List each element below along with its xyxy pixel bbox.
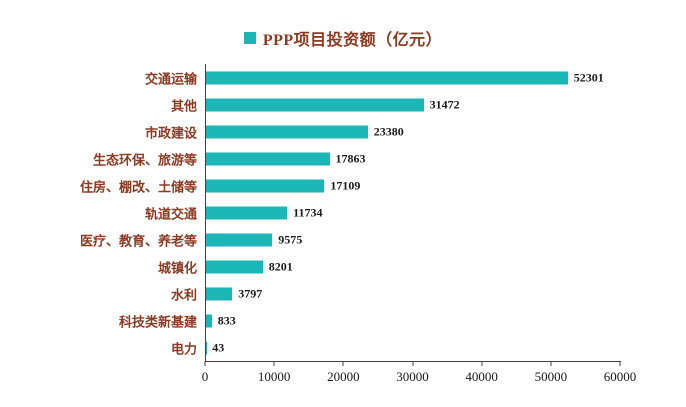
plot-area: 交通运输 52301 其他 31472 市政建设 23380 生态环保、旅游等 17863 住房… bbox=[80, 64, 621, 362]
value-label: 8201 bbox=[268, 259, 293, 273]
x-axis-tick bbox=[342, 361, 344, 366]
x-axis-tick bbox=[550, 361, 552, 366]
x-axis-tick bbox=[204, 361, 206, 366]
bar bbox=[206, 152, 330, 165]
category-label: 市政建设 bbox=[144, 125, 197, 140]
bar-row: 住房、棚改、土储等 17109 bbox=[80, 172, 621, 199]
category-label: 城镇化 bbox=[157, 260, 197, 275]
category-label: 交通运输 bbox=[144, 71, 197, 86]
x-axis-tick bbox=[412, 361, 413, 366]
bar bbox=[206, 233, 273, 246]
bar bbox=[206, 179, 325, 192]
bar-row: 水利 3797 bbox=[171, 280, 621, 307]
value-label: 3797 bbox=[238, 286, 263, 300]
x-tick-label: 50000 bbox=[534, 369, 568, 384]
bar-row: 电力 43 bbox=[171, 334, 621, 361]
value-label: 9575 bbox=[278, 232, 303, 246]
x-tick-label: 0 bbox=[201, 369, 209, 384]
bar bbox=[206, 206, 288, 219]
chart-legend: PPP项目投资额（亿元） bbox=[0, 26, 686, 50]
value-label: 31472 bbox=[429, 97, 460, 111]
value-label: 833 bbox=[217, 313, 236, 327]
x-axis-tick bbox=[619, 361, 621, 366]
bar bbox=[206, 287, 233, 300]
bar bbox=[206, 314, 212, 327]
value-label: 17863 bbox=[335, 151, 366, 165]
bar-row: 科技类新基建 833 bbox=[119, 307, 621, 334]
x-axis: 0 10000 20000 30000 40000 50000 60000 bbox=[201, 361, 636, 391]
category-label: 生态环保、旅游等 bbox=[92, 152, 197, 167]
value-label: 11734 bbox=[293, 205, 323, 219]
category-label: 科技类新基建 bbox=[118, 314, 197, 329]
legend-label: PPP项目投资额（亿元） bbox=[262, 32, 443, 49]
bar-row: 市政建设 23380 bbox=[145, 118, 621, 145]
bar-row: 交通运输 52301 bbox=[145, 64, 621, 91]
bar-row: 其他 31472 bbox=[171, 91, 621, 118]
x-tick-label: 40000 bbox=[465, 369, 498, 384]
bar-row: 生态环保、旅游等 17863 bbox=[93, 145, 621, 172]
category-label: 住房、棚改、土储等 bbox=[79, 179, 197, 194]
x-tick-label: 10000 bbox=[257, 369, 291, 384]
category-label: 其他 bbox=[170, 98, 197, 113]
category-label: 电力 bbox=[170, 341, 197, 356]
bar bbox=[206, 125, 368, 138]
x-axis-tick bbox=[273, 361, 275, 366]
x-tick-label: 30000 bbox=[396, 369, 429, 384]
bar bbox=[206, 71, 568, 84]
bar bbox=[206, 341, 207, 354]
x-tick-label: 20000 bbox=[327, 369, 360, 384]
category-label: 医疗、教育、养老等 bbox=[79, 233, 197, 248]
legend-color-swatch bbox=[243, 32, 256, 44]
value-label: 17109 bbox=[330, 178, 361, 192]
x-axis-tick bbox=[481, 361, 483, 366]
value-label: 23380 bbox=[373, 124, 404, 138]
bar bbox=[206, 98, 424, 111]
x-tick-label: 60000 bbox=[603, 369, 637, 384]
bar-row: 轨道交通 11734 bbox=[145, 199, 621, 226]
value-label: 43 bbox=[212, 340, 225, 354]
value-label: 52301 bbox=[573, 70, 604, 84]
bar-row: 城镇化 8201 bbox=[158, 253, 621, 280]
bar-row: 医疗、教育、养老等 9575 bbox=[80, 226, 621, 253]
category-label: 轨道交通 bbox=[144, 206, 197, 221]
category-label: 水利 bbox=[170, 287, 197, 302]
bar bbox=[206, 260, 263, 273]
